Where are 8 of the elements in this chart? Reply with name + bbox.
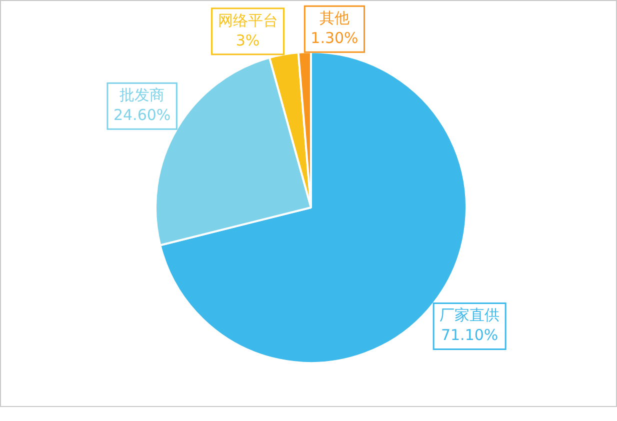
data-label: 71.10% — [440, 326, 498, 344]
slice-label: 网络平台 — [218, 11, 278, 30]
data-label: 1.30% — [310, 29, 358, 48]
slice-label: 批发商 — [120, 86, 165, 104]
slice-label: 其他 — [319, 9, 350, 28]
data-label: 24.60% — [113, 106, 171, 124]
slice-label: 厂家直供 — [440, 306, 500, 324]
data-label: 3% — [236, 31, 260, 50]
